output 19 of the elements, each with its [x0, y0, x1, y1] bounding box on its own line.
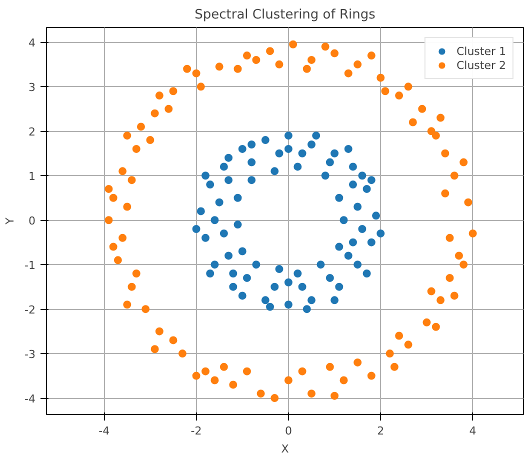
x-tick-label: 0 — [284, 424, 292, 438]
legend-label: Cluster 1 — [456, 44, 506, 58]
legend-label: Cluster 2 — [456, 58, 506, 72]
x-tick-label: -4 — [98, 424, 110, 438]
y-tick-label: 2 — [28, 126, 36, 139]
y-tick-label: 3 — [28, 81, 36, 94]
y-tick-label: -3 — [24, 348, 36, 362]
x-tick-label: 4 — [469, 424, 476, 438]
y-tick-label: 1 — [28, 170, 36, 184]
x-tick-label: -2 — [190, 424, 202, 438]
y-tick-label: 0 — [28, 214, 36, 228]
y-tick-label: 4 — [28, 36, 36, 50]
x-axis-title: X — [281, 442, 290, 456]
y-tick-label: -2 — [24, 304, 36, 317]
y-tick-label: -1 — [24, 259, 36, 272]
chart-title: Spectral Clustering of Rings — [194, 8, 376, 22]
y-axis-title: Y — [4, 217, 17, 226]
y-tick-label: -4 — [24, 392, 36, 406]
x-tick-label: 2 — [377, 424, 384, 438]
